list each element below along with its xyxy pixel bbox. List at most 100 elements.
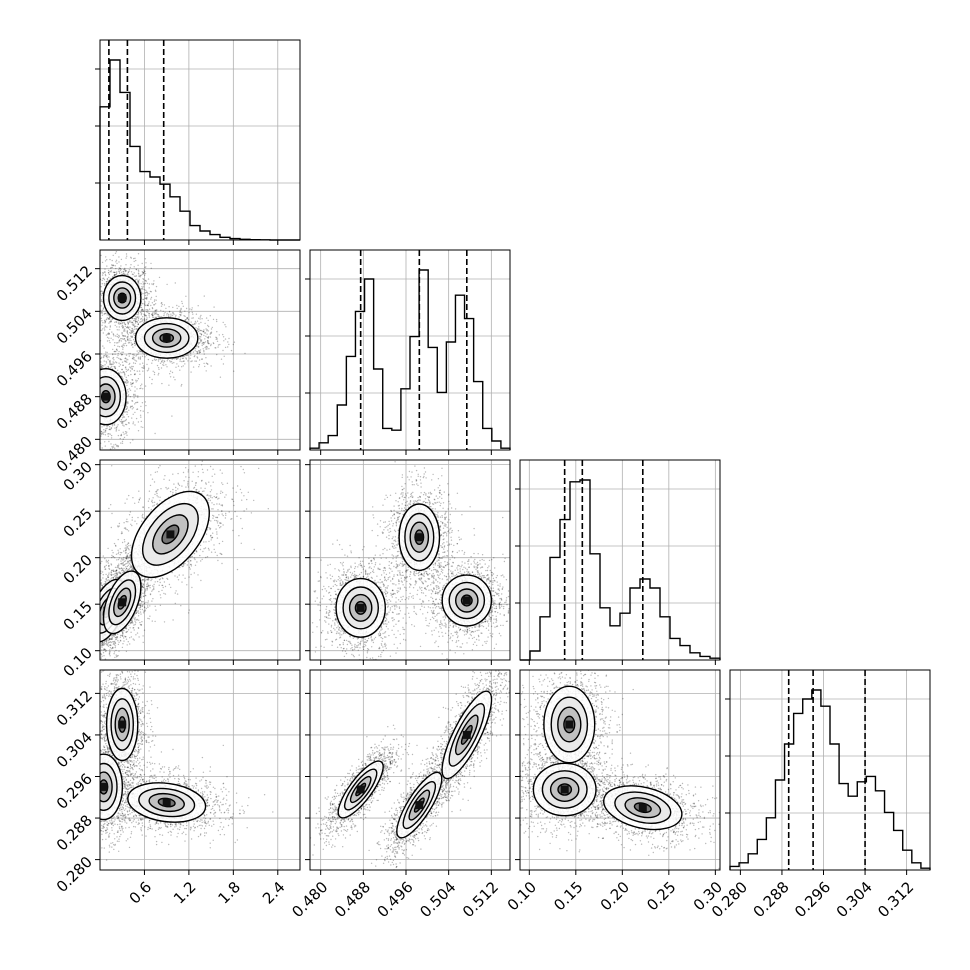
scatter-point <box>110 270 113 272</box>
scatter-point <box>129 366 131 368</box>
scatter-point <box>122 416 125 418</box>
scatter-point <box>168 306 170 308</box>
scatter-point <box>131 385 133 387</box>
scatter-point <box>103 327 106 329</box>
scatter-point <box>130 332 132 334</box>
scatter-point <box>130 367 132 369</box>
scatter-point <box>155 316 157 318</box>
scatter-point <box>97 586 98 587</box>
scatter-point <box>155 295 157 298</box>
scatter-point <box>141 383 143 385</box>
scatter-point <box>98 398 99 399</box>
scatter-point <box>111 365 113 368</box>
scatter-point <box>180 308 182 311</box>
scatter-point <box>95 417 96 418</box>
scatter-point <box>147 278 150 280</box>
scatter-point <box>98 298 99 299</box>
scatter-point <box>212 342 214 344</box>
scatter-point <box>195 322 197 324</box>
scatter-point <box>156 313 158 315</box>
scatter-point <box>180 357 182 359</box>
scatter-point <box>84 429 85 430</box>
scatter-point <box>94 362 95 363</box>
scatter-point <box>153 371 156 374</box>
scatter-point <box>111 577 113 579</box>
scatter-point <box>101 324 103 326</box>
scatter-point <box>145 291 148 293</box>
scatter-point <box>203 351 205 353</box>
scatter-point <box>67 403 68 404</box>
scatter-point <box>96 638 97 639</box>
scatter-point <box>83 632 84 633</box>
scatter-point <box>132 638 134 640</box>
scatter-point <box>96 375 97 376</box>
scatter-point <box>204 322 206 325</box>
scatter-point <box>127 338 129 340</box>
scatter-point <box>106 333 109 335</box>
scatter-point <box>82 640 83 641</box>
scatter-point <box>144 270 146 273</box>
scatter-point <box>201 358 203 360</box>
scatter-point <box>90 437 91 438</box>
scatter-point <box>97 362 98 363</box>
scatter-point <box>88 301 89 302</box>
scatter-point <box>106 425 108 427</box>
scatter-point <box>106 278 109 280</box>
scatter-point <box>197 305 199 307</box>
scatter-point <box>161 361 163 363</box>
scatter-point <box>103 319 106 322</box>
scatter-point <box>92 644 93 645</box>
scatter-point <box>202 341 204 344</box>
scatter-point <box>163 360 165 362</box>
panel-0-0-grid <box>95 40 300 245</box>
scatter-point <box>112 363 114 365</box>
scatter-point <box>96 392 97 393</box>
scatter-point <box>96 639 97 640</box>
scatter-point <box>93 299 94 300</box>
scatter-point <box>142 298 144 301</box>
scatter-point <box>152 370 154 372</box>
scatter-point <box>128 388 131 390</box>
scatter-point <box>109 316 111 318</box>
scatter-point <box>110 644 112 647</box>
scatter-point <box>102 433 105 435</box>
scatter-point <box>205 348 207 350</box>
scatter-point <box>118 362 120 364</box>
scatter-point <box>94 367 95 368</box>
scatter-point <box>210 328 213 330</box>
scatter-point <box>121 324 124 327</box>
scatter-point <box>126 562 128 565</box>
scatter-point <box>166 314 168 316</box>
scatter-point <box>83 635 84 636</box>
scatter-point <box>134 279 137 281</box>
scatter-point <box>187 354 189 357</box>
scatter-point <box>75 385 76 386</box>
scatter-point <box>127 394 130 396</box>
scatter-point <box>130 342 132 344</box>
scatter-point <box>89 341 90 342</box>
panel-1_0-scatter <box>67 251 246 450</box>
scatter-point <box>110 363 113 366</box>
scatter-point <box>121 332 123 334</box>
scatter-point <box>85 383 86 384</box>
scatter-point <box>116 574 119 576</box>
scatter-point <box>132 421 135 423</box>
scatter-point <box>141 309 143 311</box>
scatter-point <box>89 388 90 389</box>
scatter-point <box>120 340 123 342</box>
scatter-point <box>96 657 97 658</box>
scatter-point <box>97 357 98 358</box>
scatter-point <box>147 369 150 371</box>
scatter-point <box>130 336 133 338</box>
scatter-point <box>96 277 97 278</box>
panel-1-1-grid <box>305 250 510 455</box>
scatter-point <box>139 414 142 416</box>
scatter-point <box>210 331 213 333</box>
scatter-point <box>142 367 144 369</box>
scatter-point <box>196 329 199 331</box>
scatter-point <box>142 271 144 274</box>
scatter-point <box>85 383 86 384</box>
scatter-point <box>123 567 125 570</box>
scatter-point <box>97 360 98 361</box>
scatter-point <box>111 549 113 552</box>
